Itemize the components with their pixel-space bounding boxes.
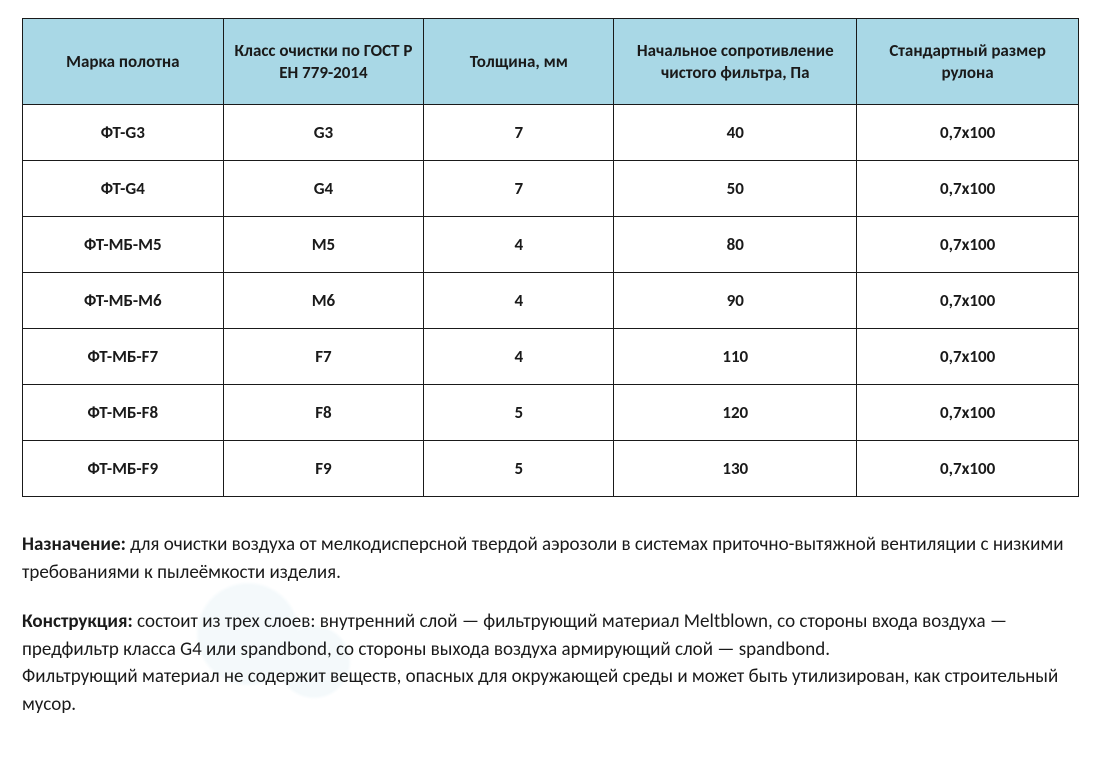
table-row: ФТ-G4 G4 7 50 0,7х100 [23, 161, 1079, 217]
cell-class: F9 [223, 441, 424, 497]
purpose-paragraph: Назначение: для очистки воздуха от мелко… [22, 531, 1079, 586]
table-head: Марка полотна Класс очистки по ГОСТ Р ЕН… [23, 19, 1079, 105]
col-header-brand: Марка полотна [23, 19, 224, 105]
cell-thickness: 4 [424, 329, 614, 385]
col-header-thickness: Толщина, мм [424, 19, 614, 105]
purpose-text: для очистки воздуха от мелкодисперсной т… [22, 533, 1063, 584]
cell-rollsize: 0,7х100 [857, 273, 1079, 329]
cell-resistance: 120 [614, 385, 857, 441]
cell-rollsize: 0,7х100 [857, 217, 1079, 273]
table-row: ФТ-G3 G3 7 40 0,7х100 [23, 105, 1079, 161]
construction-text-2: Фильтрующий материал не содержит веществ… [22, 665, 1058, 716]
col-header-class: Класс очистки по ГОСТ Р ЕН 779-2014 [223, 19, 424, 105]
cell-brand: ФТ-МБ-F9 [23, 441, 224, 497]
cell-brand: ФТ-G4 [23, 161, 224, 217]
cell-resistance: 40 [614, 105, 857, 161]
table-header-row: Марка полотна Класс очистки по ГОСТ Р ЕН… [23, 19, 1079, 105]
cell-class: G4 [223, 161, 424, 217]
cell-brand: ФТ-МБ-F7 [23, 329, 224, 385]
cell-rollsize: 0,7х100 [857, 441, 1079, 497]
col-header-rollsize: Стандартный размер рулона [857, 19, 1079, 105]
cell-class: M6 [223, 273, 424, 329]
cell-class: F7 [223, 329, 424, 385]
cell-resistance: 50 [614, 161, 857, 217]
cell-class: F8 [223, 385, 424, 441]
cell-rollsize: 0,7х100 [857, 161, 1079, 217]
cell-thickness: 7 [424, 161, 614, 217]
cell-resistance: 110 [614, 329, 857, 385]
cell-thickness: 4 [424, 217, 614, 273]
cell-class: G3 [223, 105, 424, 161]
cell-brand: ФТ-МБ-М5 [23, 217, 224, 273]
purpose-label: Назначение: [22, 533, 126, 556]
cell-resistance: 90 [614, 273, 857, 329]
cell-resistance: 130 [614, 441, 857, 497]
table-row: ФТ-МБ-М6 M6 4 90 0,7х100 [23, 273, 1079, 329]
table-row: ФТ-МБ-М5 M5 4 80 0,7х100 [23, 217, 1079, 273]
construction-paragraph: Конструкция: состоит из трех слоев: внут… [22, 608, 1079, 718]
table-row: ФТ-МБ-F7 F7 4 110 0,7х100 [23, 329, 1079, 385]
table-body: ФТ-G3 G3 7 40 0,7х100 ФТ-G4 G4 7 50 0,7х… [23, 105, 1079, 497]
description-block: Назначение: для очистки воздуха от мелко… [22, 531, 1079, 718]
cell-rollsize: 0,7х100 [857, 329, 1079, 385]
cell-brand: ФТ-МБ-F8 [23, 385, 224, 441]
construction-text: состоит из трех слоев: внутренний слой —… [22, 610, 1007, 661]
construction-label: Конструкция: [22, 610, 133, 633]
table-row: ФТ-МБ-F9 F9 5 130 0,7х100 [23, 441, 1079, 497]
cell-brand: ФТ-МБ-М6 [23, 273, 224, 329]
cell-thickness: 7 [424, 105, 614, 161]
cell-rollsize: 0,7х100 [857, 105, 1079, 161]
table-row: ФТ-МБ-F8 F8 5 120 0,7х100 [23, 385, 1079, 441]
cell-brand: ФТ-G3 [23, 105, 224, 161]
cell-thickness: 5 [424, 385, 614, 441]
cell-resistance: 80 [614, 217, 857, 273]
cell-rollsize: 0,7х100 [857, 385, 1079, 441]
col-header-resistance: Начальное сопротивление чистого фильтра,… [614, 19, 857, 105]
cell-class: M5 [223, 217, 424, 273]
cell-thickness: 5 [424, 441, 614, 497]
filter-materials-table: Марка полотна Класс очистки по ГОСТ Р ЕН… [22, 18, 1079, 497]
cell-thickness: 4 [424, 273, 614, 329]
